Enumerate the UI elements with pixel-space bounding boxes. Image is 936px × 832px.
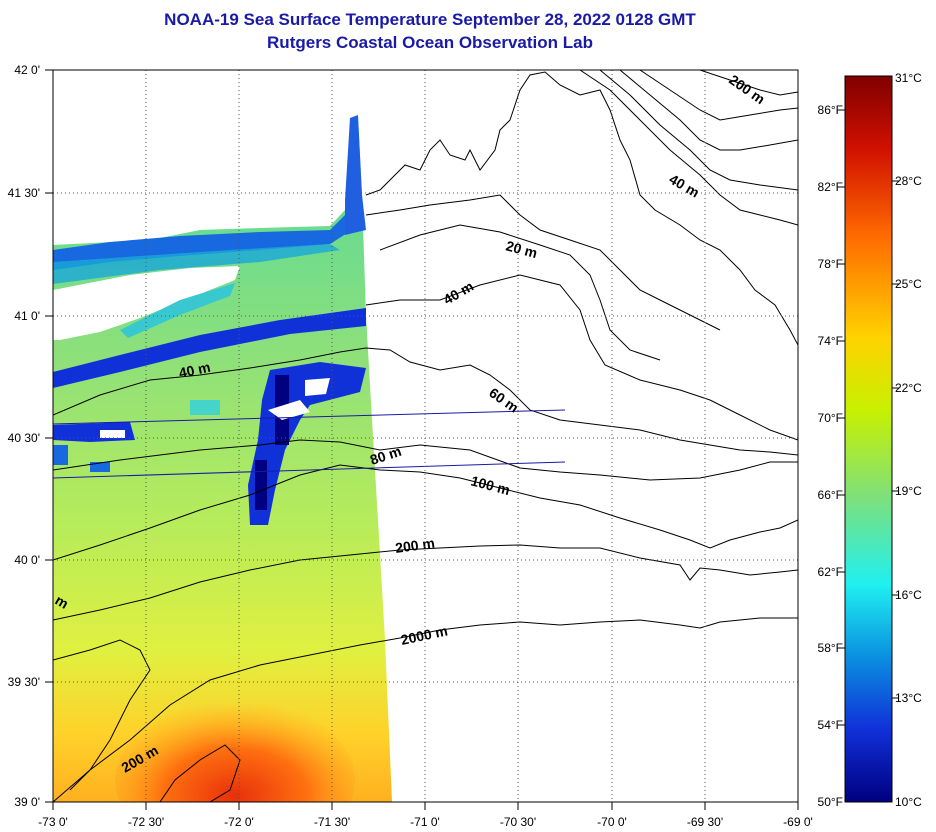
f-label: 66°F: [818, 488, 843, 502]
f-label: 58°F: [818, 641, 843, 655]
c-label: 13°C: [895, 691, 922, 705]
coastline: [365, 71, 798, 346]
c-label: 10°C: [895, 795, 922, 809]
longitude-labels: -73 0' -72 30' -72 0' -71 30' -71 0' -70…: [38, 815, 813, 829]
c-label: 19°C: [895, 484, 922, 498]
c-label: 31°C: [895, 71, 922, 85]
contour-label: 2000 m: [399, 622, 449, 648]
lon-label: -70 30': [500, 815, 536, 829]
c-label: 28°C: [895, 174, 922, 188]
temperature-colorbar: [844, 75, 893, 803]
f-label: 74°F: [818, 334, 843, 348]
c-label: 22°C: [895, 381, 922, 395]
contour-40m-shelf: [53, 347, 798, 456]
transect-lines: [52, 409, 566, 479]
f-label: 82°F: [818, 180, 843, 194]
f-label: 50°F: [818, 795, 843, 809]
lon-label: -72 30': [128, 815, 164, 829]
lat-label: 40 0': [14, 553, 40, 567]
lat-label: 40 30': [8, 431, 40, 445]
f-label: 86°F: [818, 103, 843, 117]
lon-label: -71 30': [314, 815, 350, 829]
lon-label: -72 0': [224, 815, 254, 829]
axis-ticks: [45, 69, 799, 810]
contour-label: 200 m: [726, 71, 768, 107]
lat-label: 39 30': [8, 675, 40, 689]
f-label: 70°F: [818, 411, 843, 425]
lon-label: -69 0': [783, 815, 813, 829]
fahrenheit-labels: 86°F 82°F 78°F 74°F 70°F 66°F 62°F 58°F …: [818, 103, 843, 809]
lat-label: 41 30': [8, 186, 40, 200]
lat-label: 39 0': [14, 795, 40, 809]
f-label: 62°F: [818, 565, 843, 579]
lat-label: 42 0': [14, 63, 40, 77]
c-label: 25°C: [895, 277, 922, 291]
contour-label: 20 m: [504, 237, 539, 261]
lon-label: -69 30': [687, 815, 723, 829]
bathymetry-contours: [53, 70, 798, 802]
latitude-labels: 42 0' 41 30' 41 0' 40 30' 40 0' 39 30' 3…: [8, 63, 40, 809]
contour-100m: [53, 464, 798, 561]
sst-swath: [53, 115, 392, 802]
map-grid: [53, 70, 798, 802]
contour-label: 40 m: [667, 171, 703, 201]
lat-label: 41 0': [14, 309, 40, 323]
contour-40m-north: [365, 274, 798, 441]
contour-80m: [53, 439, 798, 481]
map-title: NOAA-19 Sea Surface Temperature Septembe…: [164, 10, 696, 29]
contour-200m: [53, 544, 798, 621]
f-label: 78°F: [818, 257, 843, 271]
contour-label: 200 m: [394, 535, 436, 556]
contour-label: 100 m: [469, 472, 511, 498]
lon-label: -73 0': [38, 815, 68, 829]
f-label: 54°F: [818, 718, 843, 732]
c-label: 16°C: [895, 588, 922, 602]
contour-label: 40 m: [177, 359, 212, 381]
celsius-labels: 31°C 28°C 25°C 22°C 19°C 16°C 13°C 10°C: [895, 71, 922, 809]
contour-label: 40 m: [441, 278, 477, 308]
colorbar-ticks: [838, 109, 899, 726]
map-subtitle: Rutgers Coastal Ocean Observation Lab: [267, 33, 593, 52]
lon-label: -70 0': [597, 815, 627, 829]
contour-20m: [379, 224, 661, 361]
contour-2000m: [53, 617, 798, 802]
lon-label: -71 0': [410, 815, 440, 829]
